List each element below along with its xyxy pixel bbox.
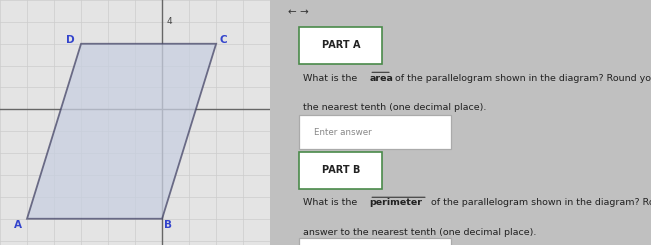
Text: B: B (163, 220, 171, 230)
Text: A: A (14, 220, 21, 230)
Text: ← →: ← → (288, 7, 309, 17)
Text: PART A: PART A (322, 40, 360, 50)
Text: answer to the nearest tenth (one decimal place).: answer to the nearest tenth (one decimal… (303, 228, 536, 237)
Text: of the parallelogram shown in the diagram? Round your answer to: of the parallelogram shown in the diagra… (392, 74, 651, 83)
Text: What is the: What is the (303, 198, 360, 208)
FancyBboxPatch shape (299, 238, 450, 245)
Text: Enter answer: Enter answer (314, 128, 372, 137)
Polygon shape (27, 44, 216, 219)
FancyBboxPatch shape (299, 115, 450, 149)
Text: What is the: What is the (303, 74, 360, 83)
Text: PART B: PART B (322, 165, 360, 175)
Text: D: D (66, 36, 75, 46)
FancyBboxPatch shape (299, 152, 382, 189)
FancyBboxPatch shape (299, 27, 382, 64)
Text: 4: 4 (167, 17, 173, 26)
Text: perimeter: perimeter (369, 198, 422, 208)
Text: the nearest tenth (one decimal place).: the nearest tenth (one decimal place). (303, 103, 486, 112)
Text: area: area (369, 74, 393, 83)
Text: of the parallelogram shown in the diagram? Round your: of the parallelogram shown in the diagra… (428, 198, 651, 208)
Text: C: C (219, 36, 227, 46)
